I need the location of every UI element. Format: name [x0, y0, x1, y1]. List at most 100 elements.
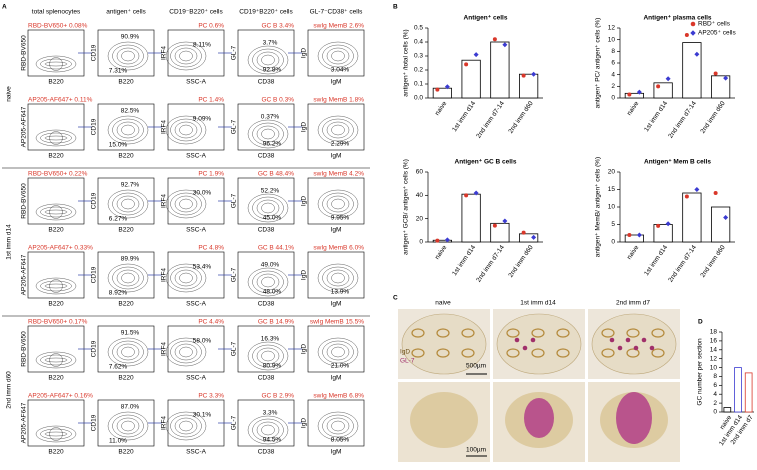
contour [174, 269, 198, 287]
panel-label: C [393, 295, 398, 302]
contour [49, 279, 63, 293]
contour [44, 357, 68, 363]
contour [49, 353, 63, 367]
gate-label: PC 0.6% [198, 23, 224, 30]
column-title: CD19⁺B220⁺ cells [239, 9, 293, 16]
contour [116, 47, 140, 65]
y-tick-label: 0.5 [414, 25, 423, 32]
contour [247, 415, 289, 445]
dot [636, 232, 642, 238]
gate-label: 82.5% [121, 108, 140, 115]
y-tick-label: 5 [611, 221, 615, 228]
bar [519, 233, 539, 243]
contour [331, 50, 345, 62]
x-axis-label: IgM [331, 449, 342, 456]
legend-marker [690, 30, 696, 36]
y-axis-label: IRF4 [161, 268, 168, 282]
y-tick-label: 0 [611, 95, 615, 102]
gate-label: 90.9% [121, 34, 140, 41]
contour [256, 347, 280, 365]
contour [107, 189, 149, 219]
column-title: CD19⁻B220⁺ cells [169, 9, 223, 16]
gate-label: 16.3% [261, 336, 280, 343]
bar [461, 193, 481, 243]
contour [256, 199, 280, 217]
y-axis-label: IgD [301, 270, 308, 280]
contour [121, 272, 135, 284]
gate-label: GC B 3.4% [261, 23, 294, 30]
contour [116, 195, 140, 213]
y-tick-label: 8 [611, 48, 615, 55]
plot-frame [167, 399, 225, 447]
contour [170, 192, 202, 216]
x-tick-label: 1st imm d14 [451, 100, 477, 133]
plot-frame [97, 29, 155, 77]
gc [530, 337, 536, 343]
gate-label: swIg MemB 6.8% [313, 393, 364, 400]
chart-title: Antigen⁺ plasma cells [643, 15, 711, 22]
y-tick-label: 6 [611, 60, 615, 67]
contour [331, 420, 345, 432]
dot [435, 87, 440, 92]
follicle [461, 328, 475, 338]
y-tick-label: 0 [419, 239, 423, 246]
y-axis-label: IgD [301, 196, 308, 206]
follicle [531, 348, 545, 358]
x-axis-label: B220 [118, 301, 134, 308]
dot [723, 215, 729, 220]
dot [713, 71, 718, 76]
dot [444, 84, 450, 90]
gate-label: 8.11% [193, 42, 211, 49]
chart-title: Antigen⁺ GC B cells [455, 159, 517, 166]
gate-label: swIg MemB 6.0% [313, 245, 364, 252]
gate-label: 0.37% [261, 114, 280, 121]
follicle [436, 328, 450, 338]
x-axis-label: SSC-A [186, 375, 207, 382]
bar [624, 92, 644, 99]
plot-frame [237, 325, 295, 373]
contour [179, 124, 193, 136]
contour [165, 41, 207, 71]
y-tick-label: 0.1 [414, 81, 423, 88]
contour [179, 420, 193, 432]
contour [170, 414, 202, 438]
dot [492, 223, 497, 228]
y-tick-label: 10 [608, 36, 616, 43]
contour [170, 340, 202, 364]
gate-label: 9.09% [193, 116, 212, 123]
y-axis-label: IgD [301, 344, 308, 354]
y-axis-label: CD19 [91, 414, 98, 431]
gate-label: 3.04% [331, 67, 350, 74]
dot [656, 223, 661, 228]
contour [165, 115, 207, 145]
tissue [591, 313, 677, 375]
contour [165, 411, 207, 441]
dot [627, 233, 632, 237]
y-axis-title: GC number per section [697, 338, 704, 406]
contour [112, 44, 144, 68]
y-tick-label: 0.3 [414, 53, 423, 60]
contour [331, 124, 345, 136]
dot [665, 221, 671, 227]
follicle [410, 392, 478, 448]
y-axis-label: GL-7 [231, 267, 238, 282]
column-title: total splenocytes [32, 9, 81, 16]
contour [331, 272, 345, 284]
follicle [531, 328, 545, 338]
gate-label: 92.8% [263, 67, 282, 74]
contour [252, 344, 284, 368]
contour [179, 198, 193, 210]
follicle [601, 328, 615, 338]
y-tick-label: 10 [608, 204, 616, 211]
contour [49, 427, 63, 441]
contour [247, 193, 289, 223]
contour [165, 263, 207, 293]
dot [684, 33, 689, 37]
y-axis-label: AP205-AF647 [21, 402, 28, 443]
contour [165, 337, 207, 367]
dot [464, 193, 469, 198]
gate-label: 11.0% [109, 438, 127, 445]
contour [44, 209, 68, 215]
contour [174, 417, 198, 435]
